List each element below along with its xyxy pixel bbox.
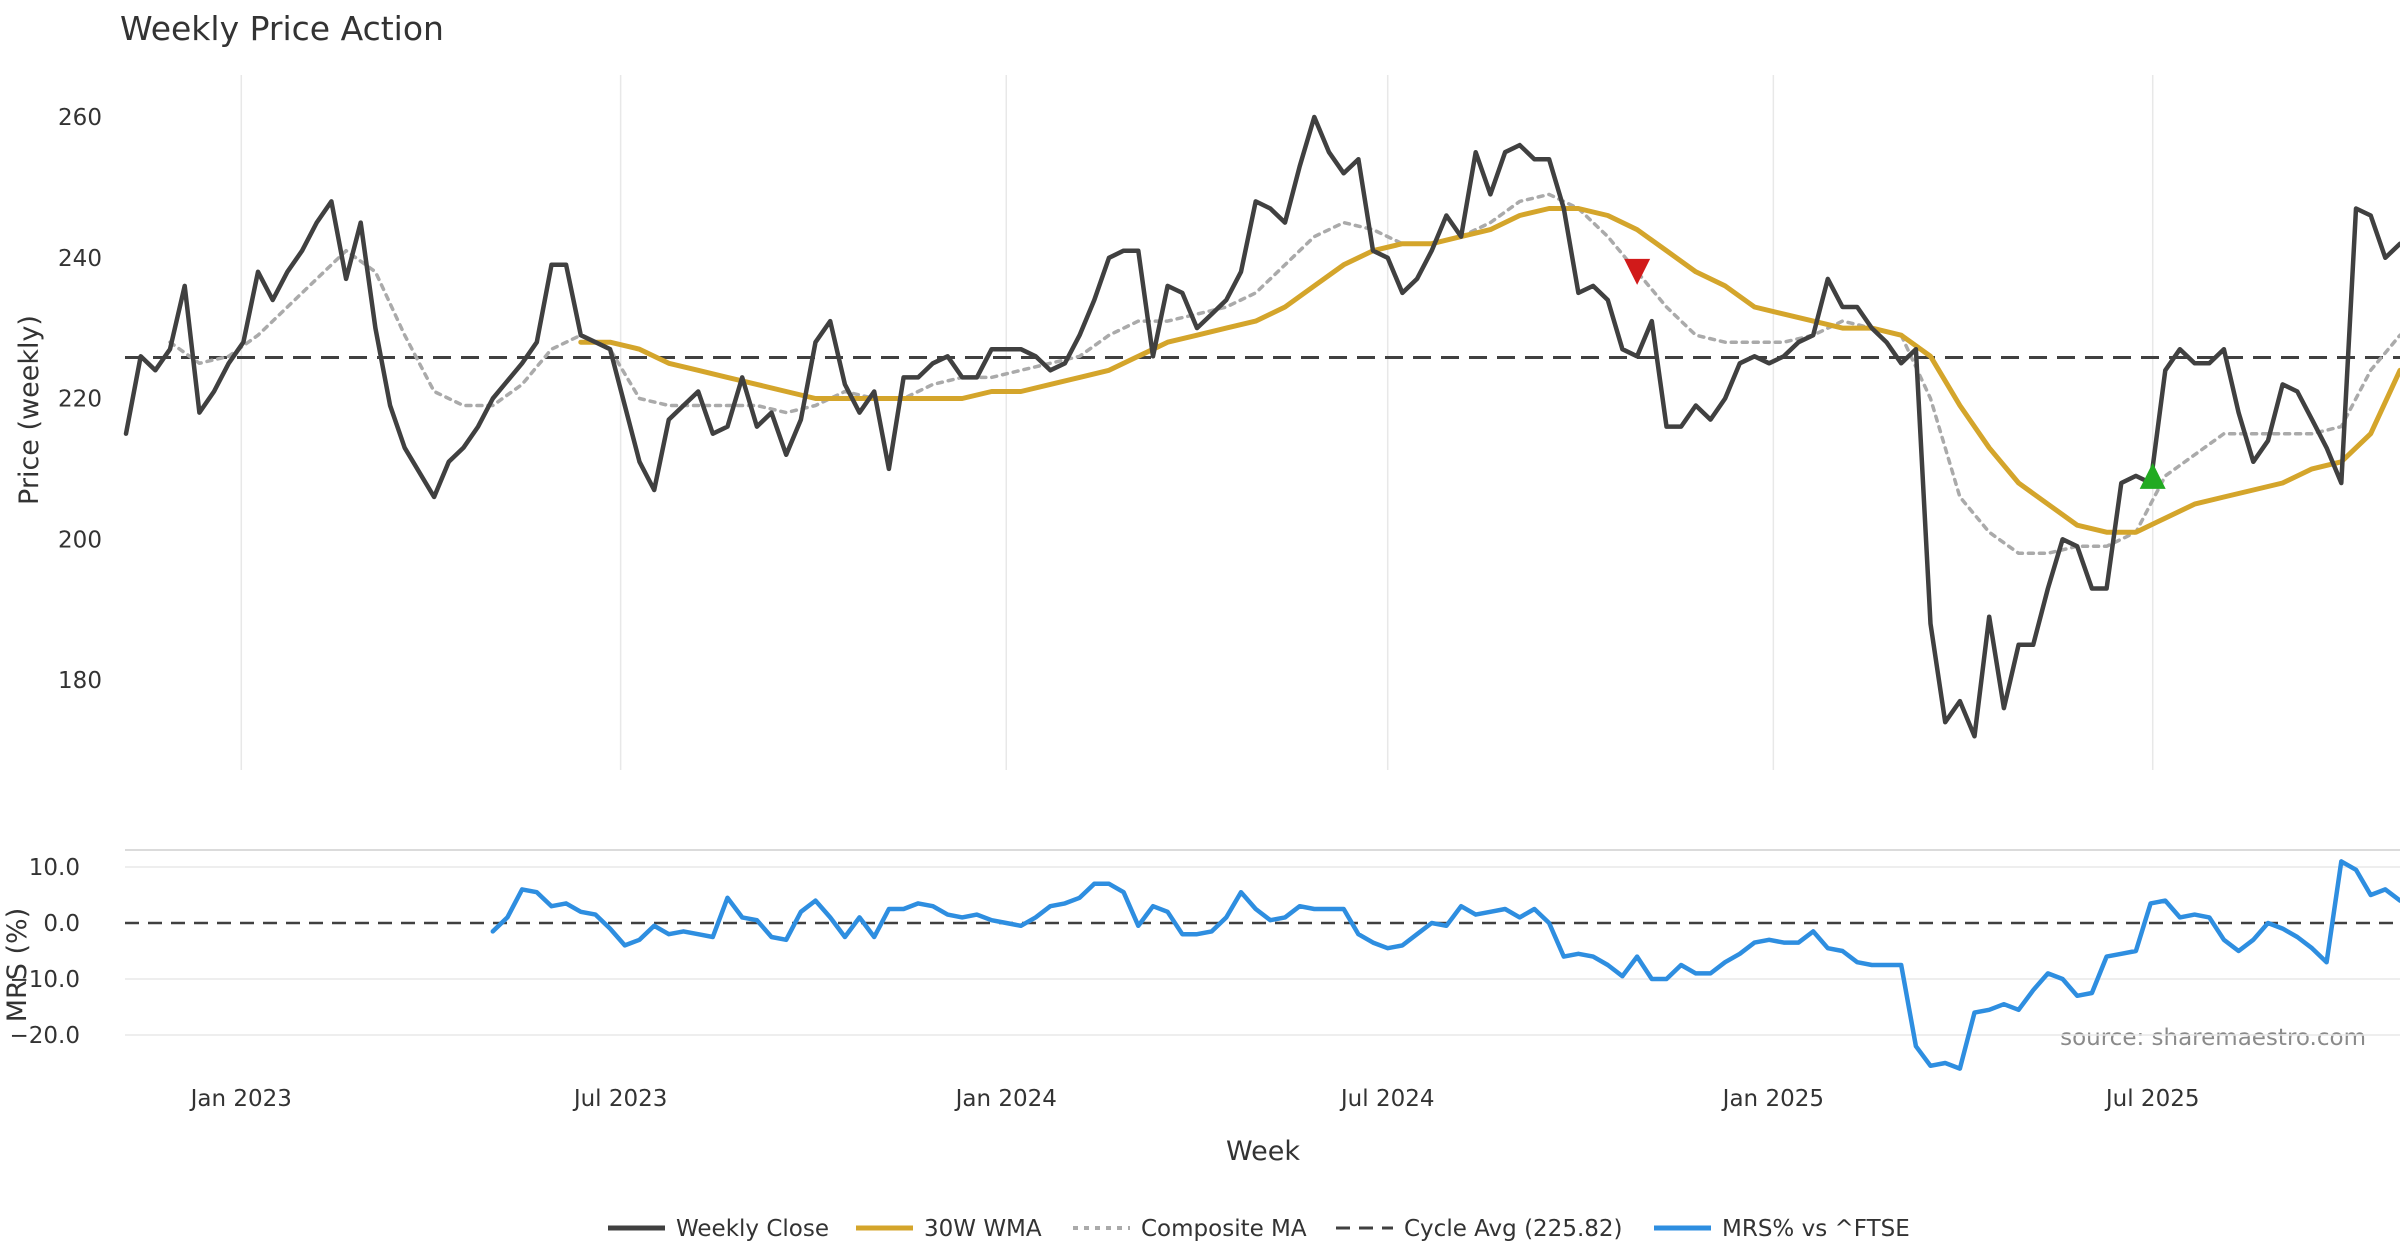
legend: Weekly Close 30W WMA Composite MA Cycle Avg… — [608, 1216, 1910, 1242]
series-line-wma — [578, 206, 2400, 535]
x-axis-label: Week — [1226, 1136, 1300, 1167]
legend-label-cycle: Cycle Avg (225.82) — [1404, 1216, 1623, 1242]
x-tick-label: Jan 2025 — [1721, 1086, 1824, 1112]
y-tick-label: 180 — [58, 668, 102, 694]
y2-tick-label: −20.0 — [10, 1023, 80, 1049]
legend-label-cma: Composite MA — [1141, 1216, 1307, 1242]
y-tick-label: 200 — [58, 527, 102, 553]
x-tick-label: Jul 2023 — [572, 1086, 668, 1112]
x-tick-label: Jan 2024 — [954, 1086, 1057, 1112]
legend-label-mrs: MRS% vs ^FTSE — [1722, 1216, 1910, 1242]
axis-layer: Jan 2023 Jul 2023 Jan 2024 Jul 2024 Jan 2025… — [10, 105, 2200, 1112]
source-note: source: sharemaestro.com — [2060, 1025, 2366, 1051]
y-axis-label: Price (weekly) — [14, 315, 45, 505]
legend-label-wma: 30W WMA — [924, 1216, 1042, 1242]
y-tick-label: 240 — [58, 246, 102, 272]
y2-tick-label: −10.0 — [10, 967, 80, 993]
y2-tick-label: 0.0 — [43, 911, 80, 937]
y-tick-label: 220 — [58, 387, 102, 413]
series-line-close — [123, 114, 2400, 739]
signal-markers — [1624, 258, 2166, 489]
buy-signal-marker — [2139, 462, 2166, 489]
chart-title: Weekly Price Action — [120, 9, 444, 48]
x-tick-label: Jul 2024 — [1339, 1086, 1435, 1112]
y2-tick-label: 10.0 — [29, 855, 80, 881]
y-tick-label: 260 — [58, 105, 102, 131]
sell-signal-marker — [1624, 258, 1651, 285]
x-tick-label: Jul 2025 — [2104, 1086, 2200, 1112]
y2-axis-label: MRS (%) — [2, 908, 33, 1023]
series-line-mrs — [490, 859, 2400, 1071]
x-tick-label: Jan 2023 — [189, 1086, 292, 1112]
series-line-cma — [168, 192, 2400, 556]
grid-layer — [125, 75, 2400, 1036]
legend-label-close: Weekly Close — [676, 1216, 829, 1242]
series-layer — [123, 114, 2400, 1071]
